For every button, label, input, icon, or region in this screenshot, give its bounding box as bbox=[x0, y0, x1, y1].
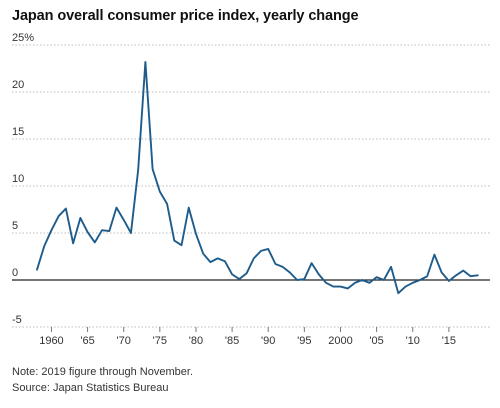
x-tick-label-1960: 1960 bbox=[39, 335, 63, 347]
x-tick-label-1970: '70 bbox=[117, 335, 131, 347]
y-tick-label-0: 0 bbox=[12, 267, 18, 279]
chart-footnote: Note: 2019 figure through November. Sour… bbox=[12, 364, 193, 396]
y-axis-labels: 25% 20 15 10 5 0 -5 bbox=[12, 32, 34, 326]
x-tick-label-1995: '95 bbox=[297, 335, 311, 347]
x-tick-label-2010: '10 bbox=[406, 335, 420, 347]
y-tick-label-5: 5 bbox=[12, 220, 18, 232]
y-tick-label-15: 15 bbox=[12, 126, 24, 138]
x-tick-label-1990: '90 bbox=[261, 335, 275, 347]
series-line-0 bbox=[36, 60, 479, 295]
y-tick-label-25: 25% bbox=[12, 32, 34, 44]
x-tick-label-2000: 2000 bbox=[328, 335, 352, 347]
x-tick-label-1965: '65 bbox=[80, 335, 94, 347]
x-tick-label-1980: '80 bbox=[189, 335, 203, 347]
series-layer bbox=[12, 60, 490, 295]
x-tick-label-1985: '85 bbox=[225, 335, 239, 347]
x-axis-ticks bbox=[50, 327, 450, 332]
gridlines bbox=[12, 44, 490, 328]
source-text: Source: Japan Statistics Bureau bbox=[12, 382, 169, 394]
y-tick-label-20: 20 bbox=[12, 79, 24, 91]
x-tick-label-2015: '15 bbox=[442, 335, 456, 347]
y-tick-label-10: 10 bbox=[12, 173, 24, 185]
x-axis-labels: 1960 '65 '70 '75 '80 '85 '90 '95 2000 '05 '10 '15 bbox=[39, 335, 456, 347]
x-tick-label-1975: '75 bbox=[153, 335, 167, 347]
y-tick-label--5: -5 bbox=[12, 314, 22, 326]
note-text: Note: 2019 figure through November. bbox=[12, 366, 194, 378]
x-tick-label-2005: '05 bbox=[369, 335, 383, 347]
chart-title: Japan overall consumer price index, year… bbox=[12, 8, 359, 24]
